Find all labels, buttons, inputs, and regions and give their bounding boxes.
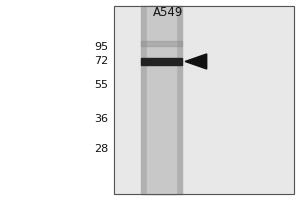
Text: 95: 95 <box>94 42 108 52</box>
Text: 72: 72 <box>94 56 108 66</box>
Polygon shape <box>185 54 207 69</box>
Text: 28: 28 <box>94 144 108 154</box>
Bar <box>141 58 182 65</box>
Bar <box>147 6 176 194</box>
Bar <box>141 41 182 46</box>
Bar <box>141 6 182 194</box>
Bar <box>114 6 294 194</box>
Bar <box>114 6 294 194</box>
Text: 36: 36 <box>94 114 108 124</box>
Text: A549: A549 <box>153 6 183 19</box>
Text: 55: 55 <box>94 80 108 90</box>
